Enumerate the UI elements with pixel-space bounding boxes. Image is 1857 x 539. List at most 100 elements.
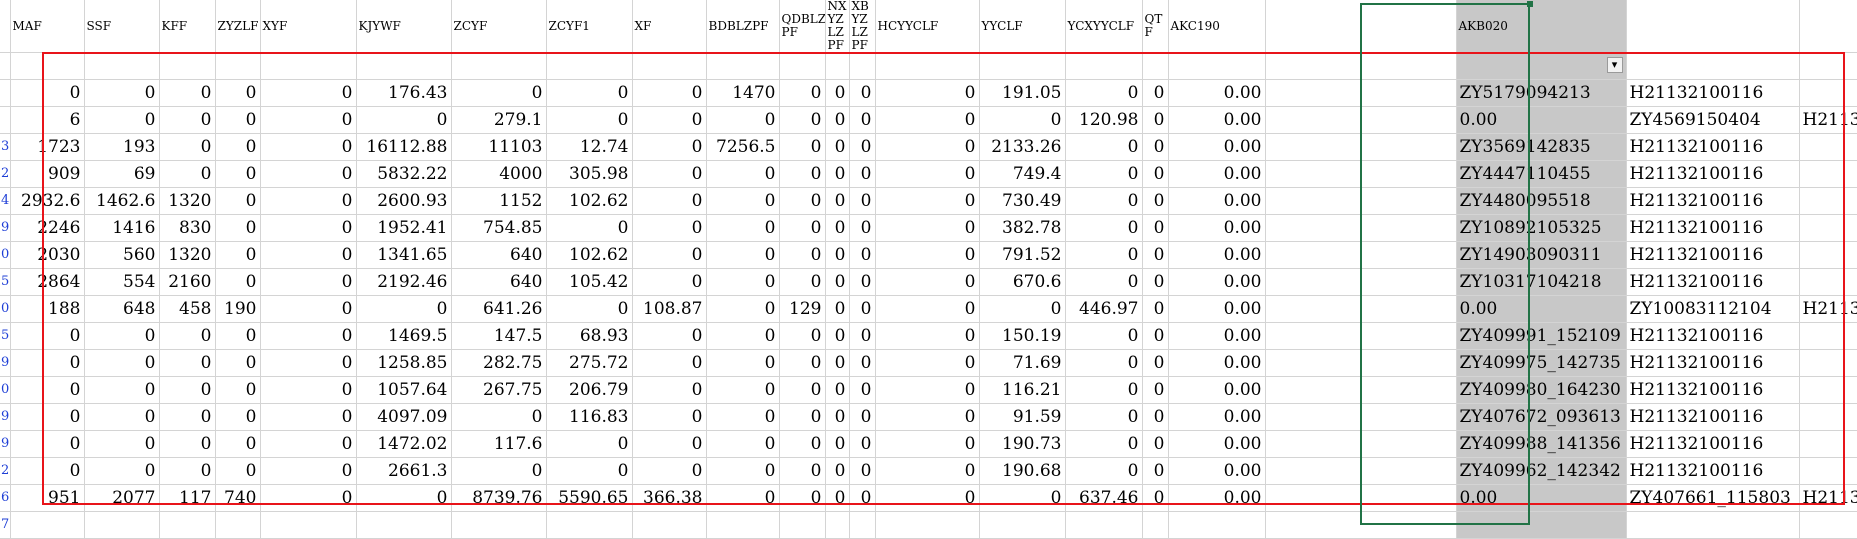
table-cell[interactable]: 1320 [159,187,216,215]
table-cell[interactable]: 6 [10,106,85,134]
table-cell[interactable]: 0 [825,79,850,107]
table-cell[interactable]: 0 [159,322,216,350]
table-cell[interactable]: 0 [1142,133,1169,161]
table-cell[interactable]: 0.00 [1168,403,1266,431]
table-cell[interactable]: 0 [260,430,357,458]
table-cell[interactable]: 0 [825,241,850,269]
table-cell[interactable]: 640 [451,241,547,269]
table-cell[interactable]: 0 [1142,241,1169,269]
table-cell[interactable]: 0 [260,268,357,296]
table-cell[interactable]: 193 [84,133,160,161]
row-number[interactable]: 9 [0,214,11,242]
table-cell[interactable]: H21132100116 [1626,187,1800,215]
table-cell[interactable]: ZY409975_142735 [1456,349,1627,377]
table-cell[interactable] [1799,430,1857,458]
row-number[interactable]: 0 [0,376,11,404]
table-cell[interactable]: 0 [849,457,876,485]
table-cell[interactable]: H21132100116 [1626,322,1800,350]
table-cell[interactable]: 117.6 [451,430,547,458]
table-cell[interactable]: 0 [356,484,452,512]
table-cell[interactable]: 105.42 [546,268,633,296]
table-cell[interactable]: 0 [215,403,261,431]
column-header[interactable] [1626,0,1800,53]
table-cell[interactable] [1265,187,1457,215]
table-cell[interactable]: 0.00 [1168,268,1266,296]
table-cell[interactable]: 0 [1142,484,1169,512]
table-cell[interactable]: 190 [215,295,261,323]
table-cell[interactable] [1799,457,1857,485]
table-cell[interactable]: ZY409991_152109 [1456,322,1627,350]
table-cell[interactable]: 0 [159,79,216,107]
table-cell[interactable]: H21132100116 [1626,268,1800,296]
table-cell[interactable]: 0 [10,376,85,404]
table-cell[interactable]: 0 [706,295,780,323]
table-cell[interactable]: 0 [159,133,216,161]
table-cell[interactable]: 206.79 [546,376,633,404]
table-cell[interactable]: 0 [260,349,357,377]
table-cell[interactable] [10,511,85,539]
table-cell[interactable]: 0 [1142,430,1169,458]
table-cell[interactable]: 0 [260,160,357,188]
row-number[interactable]: 5 [0,322,11,350]
table-cell[interactable] [849,511,876,539]
table-cell[interactable]: 0 [706,457,780,485]
table-cell[interactable]: 0 [875,349,980,377]
table-cell[interactable]: ZY14903090311 [1456,241,1627,269]
table-cell[interactable]: 0 [632,430,707,458]
table-cell[interactable]: 0 [632,322,707,350]
table-cell[interactable]: 0 [10,457,85,485]
table-cell[interactable]: 0 [825,106,850,134]
table-cell[interactable]: 0 [215,268,261,296]
table-cell[interactable]: 1152 [451,187,547,215]
table-cell[interactable]: 0.00 [1168,349,1266,377]
table-cell[interactable]: 0 [825,214,850,242]
table-cell[interactable] [546,511,633,539]
table-cell[interactable]: 0 [10,349,85,377]
table-cell[interactable]: 0.00 [1168,484,1266,512]
table-cell[interactable]: 0 [825,484,850,512]
table-cell[interactable]: 0 [1065,268,1143,296]
table-cell[interactable] [1799,133,1857,161]
table-cell[interactable]: 5832.22 [356,160,452,188]
row-number[interactable]: 0 [0,241,11,269]
table-cell[interactable]: 190.68 [979,457,1066,485]
table-cell[interactable]: 0 [215,322,261,350]
table-cell[interactable]: 0 [215,376,261,404]
table-cell[interactable]: 0 [779,187,826,215]
table-cell[interactable]: 0 [215,187,261,215]
table-cell[interactable]: 382.78 [979,214,1066,242]
table-cell[interactable]: ZY10317104218 [1456,268,1627,296]
table-cell[interactable] [875,511,980,539]
table-cell[interactable]: 0 [825,160,850,188]
table-cell[interactable]: 68.93 [546,322,633,350]
table-cell[interactable] [706,511,780,539]
table-cell[interactable]: 0 [1065,349,1143,377]
table-cell[interactable]: 0.00 [1456,106,1627,134]
table-cell[interactable]: 0 [1142,376,1169,404]
table-cell[interactable]: 1462.6 [84,187,160,215]
table-cell[interactable]: 0 [84,403,160,431]
table-cell[interactable]: 0 [10,403,85,431]
table-cell[interactable] [1265,322,1457,350]
table-cell[interactable]: 754.85 [451,214,547,242]
table-cell[interactable]: ZY10083112104 [1626,295,1800,323]
table-cell[interactable] [1799,187,1857,215]
table-cell[interactable]: 2133.26 [979,133,1066,161]
table-cell[interactable]: 11103 [451,133,547,161]
table-cell[interactable]: 0 [632,160,707,188]
row-number[interactable]: 6 [0,484,11,512]
table-cell[interactable] [1265,511,1457,539]
table-cell[interactable]: 0 [849,430,876,458]
table-cell[interactable]: 0 [875,403,980,431]
table-cell[interactable]: 791.52 [979,241,1066,269]
table-cell[interactable]: 0 [1142,268,1169,296]
table-cell[interactable] [825,511,850,539]
table-cell[interactable]: 5590.65 [546,484,633,512]
table-cell[interactable]: 267.75 [451,376,547,404]
table-cell[interactable]: 0 [215,241,261,269]
table-cell[interactable]: 560 [84,241,160,269]
table-cell[interactable]: ZY409988_141356 [1456,430,1627,458]
table-cell[interactable]: 0 [632,214,707,242]
row-number[interactable]: 5 [0,268,11,296]
column-header[interactable]: KFF [159,0,216,53]
